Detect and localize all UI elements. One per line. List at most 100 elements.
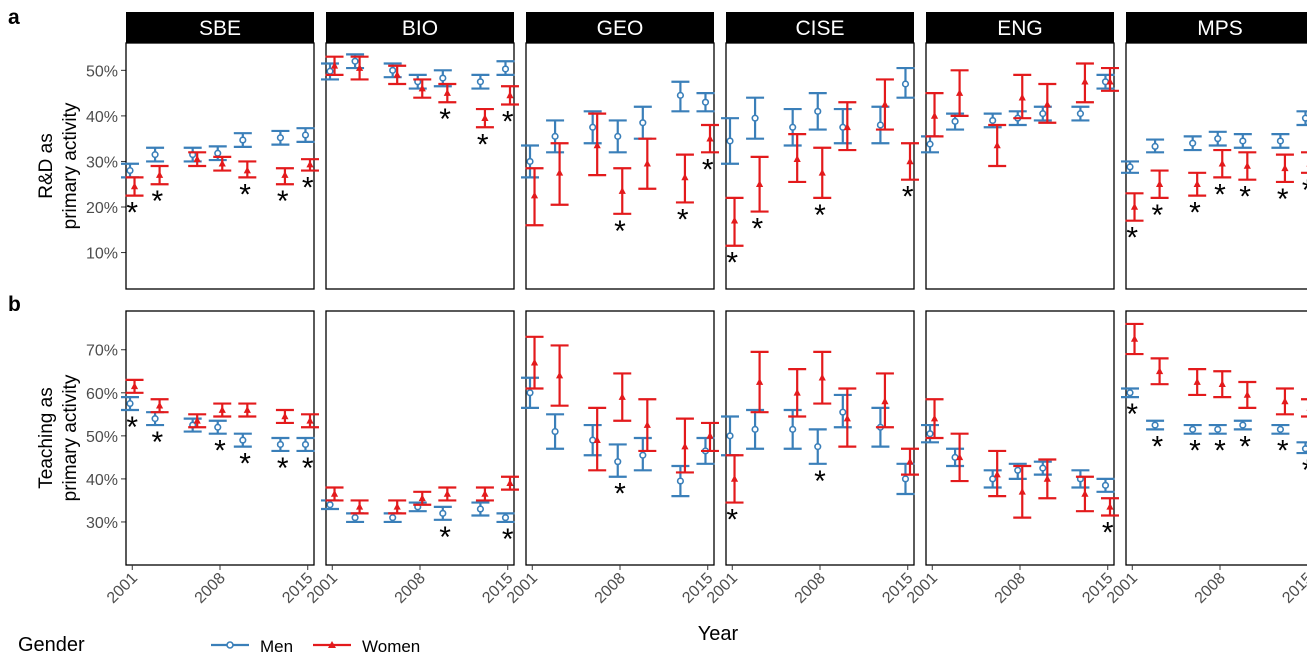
error-bar-women	[1275, 153, 1294, 184]
error-bar-women	[525, 167, 544, 227]
significance-star: *	[1302, 174, 1307, 207]
series-women	[1125, 148, 1307, 222]
panel-frame	[1125, 310, 1307, 566]
significance-star: *	[1126, 222, 1138, 255]
data-point-women	[281, 171, 289, 178]
error-bar-women	[588, 406, 607, 472]
data-point-men	[476, 78, 485, 86]
significance-star: *	[1189, 435, 1201, 468]
series-women	[1125, 322, 1307, 418]
data-point-women	[793, 155, 801, 162]
error-bar-men	[233, 432, 252, 448]
legend-women-marker	[328, 641, 336, 648]
data-point-men	[639, 451, 647, 459]
data-point-men	[989, 116, 997, 125]
error-bar-women	[350, 499, 369, 515]
y-tick-label: 20%	[86, 200, 118, 217]
data-point-men	[501, 514, 510, 522]
y-tick-label: 50%	[86, 429, 118, 446]
error-bar-men	[271, 436, 290, 453]
significance-star: *	[1239, 430, 1251, 463]
data-point-men	[326, 67, 334, 75]
x-tick-label: 2015	[1279, 570, 1307, 607]
error-bar-men	[721, 117, 740, 165]
data-point-women	[1043, 474, 1051, 482]
data-point-women	[243, 406, 251, 413]
error-bar-women	[1125, 192, 1144, 222]
data-point-women	[881, 100, 889, 108]
data-point-women	[555, 371, 564, 379]
error-bar-women	[750, 350, 769, 414]
error-bar-men	[1296, 441, 1307, 455]
error-bar-women	[500, 475, 519, 491]
y-tick-label: 10%	[86, 246, 118, 263]
error-bar-men	[1071, 105, 1090, 122]
data-point-men	[1214, 425, 1222, 433]
legend-title: Gender	[18, 634, 85, 656]
legend-women: Women	[313, 637, 420, 656]
significance-star: *	[302, 452, 314, 485]
data-point-women	[993, 141, 1001, 149]
data-point-men	[789, 123, 797, 131]
panel-frame	[325, 310, 515, 566]
data-point-women	[930, 111, 939, 119]
error-bar-women	[525, 335, 544, 390]
error-bar-women	[838, 101, 857, 152]
error-bar-women	[988, 123, 1007, 168]
data-point-men	[726, 432, 734, 440]
data-point-men	[301, 131, 310, 139]
data-point-women	[755, 180, 764, 188]
data-point-men	[551, 427, 559, 436]
significance-star: *	[677, 203, 689, 236]
data-point-women	[1193, 180, 1201, 188]
data-point-men	[151, 415, 159, 423]
significance-star: *	[302, 172, 314, 205]
error-bar-men	[1033, 460, 1052, 476]
error-bar-women	[813, 146, 832, 199]
facet-strip-mps	[1126, 12, 1307, 43]
data-point-men	[439, 509, 447, 517]
data-point-women	[330, 61, 339, 69]
error-bar-men	[983, 469, 1002, 489]
data-point-women	[906, 457, 914, 465]
series-women	[725, 78, 919, 247]
error-bar-women	[325, 486, 344, 502]
significance-star: *	[902, 181, 914, 214]
error-bar-women	[388, 64, 407, 86]
data-point-women	[1281, 397, 1289, 405]
data-point-women	[955, 89, 964, 96]
significance-star: *	[814, 465, 826, 498]
data-point-men	[1214, 135, 1222, 143]
data-point-women	[1218, 159, 1226, 167]
data-point-men	[901, 80, 910, 88]
data-point-women	[155, 171, 164, 178]
series-women	[525, 335, 719, 474]
data-point-women	[1018, 93, 1026, 101]
data-point-men	[1239, 421, 1247, 429]
data-point-women	[1081, 489, 1089, 497]
significance-star: *	[702, 153, 714, 186]
significance-star: *	[239, 178, 251, 211]
error-bar-men	[546, 413, 565, 450]
data-point-women	[1193, 378, 1201, 385]
data-point-men	[676, 477, 685, 485]
y-tick-label: 40%	[86, 109, 118, 126]
data-point-women	[643, 159, 651, 167]
error-bar-women	[238, 160, 257, 179]
data-point-women	[130, 182, 139, 190]
error-bar-women	[550, 344, 569, 407]
series-women	[925, 398, 1119, 519]
error-bar-women	[150, 164, 169, 186]
data-point-women	[643, 421, 651, 428]
error-bar-men	[521, 144, 540, 179]
data-point-men	[126, 166, 134, 175]
data-point-men	[239, 136, 247, 144]
data-point-women	[1281, 164, 1289, 172]
error-bar-women	[213, 155, 232, 172]
significance-star: *	[1214, 178, 1226, 211]
panel-b-cise: **2001 2008 2015	[704, 310, 919, 607]
error-bar-women	[900, 142, 919, 181]
x-axis-label: Year	[698, 623, 739, 645]
error-bar-women	[588, 112, 607, 177]
significance-star: *	[502, 106, 514, 139]
